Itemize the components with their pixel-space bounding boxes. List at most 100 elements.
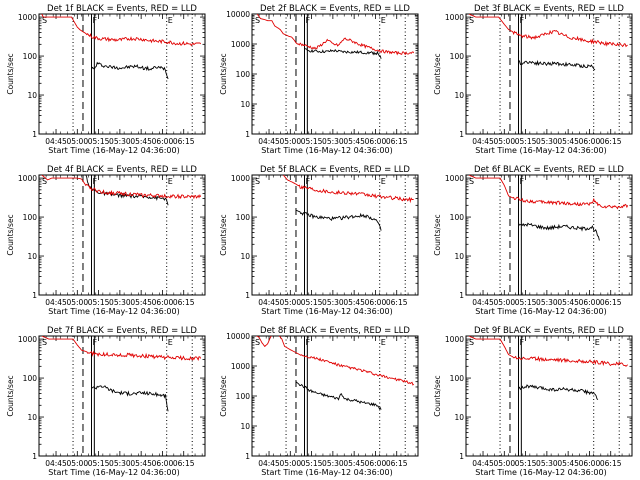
y-tick-label: 10	[27, 252, 37, 261]
plot-frame	[251, 13, 419, 135]
x-tick-label: 05:15	[301, 459, 323, 468]
x-axis-label: Start Time (16-May-12 04:36:00)	[48, 146, 179, 155]
x-axis-label: Start Time (16-May-12 04:36:00)	[475, 307, 606, 316]
series-group	[468, 336, 628, 400]
events-series-line	[304, 47, 382, 59]
plot-frame	[251, 335, 419, 457]
x-tick-label: 05:00	[493, 459, 515, 468]
x-tick-label: 04:45	[45, 137, 67, 146]
detector-panel: Det 7f BLACK = Events, RED = LLD 1 10 100 10…	[6, 326, 206, 477]
panel-title: Det 6f BLACK = Events, RED = LLD	[474, 165, 624, 175]
x-axis-label: Start Time (16-May-12 04:36:00)	[48, 307, 179, 316]
marker-letter: E	[168, 177, 173, 186]
y-tick-label: 100	[236, 392, 251, 401]
x-tick-label: 05:45	[130, 298, 152, 307]
marker-letter: F	[92, 177, 97, 186]
lld-series-line	[41, 336, 202, 362]
x-tick-label: 05:15	[515, 298, 537, 307]
x-tick-label: 06:15	[173, 298, 195, 307]
y-axis-label: Counts/sec	[433, 375, 442, 416]
x-tick-label: 06:00	[152, 298, 174, 307]
x-tick-label: 06:15	[173, 137, 195, 146]
y-axis-label: Counts/sec	[433, 53, 442, 94]
y-axis-label: Counts/sec	[6, 53, 15, 94]
x-tick-label: 05:15	[88, 459, 110, 468]
panel-title: Det 2f BLACK = Events, RED = LLD	[260, 4, 410, 14]
y-tick-label: 1	[32, 452, 37, 461]
x-tick-label: 06:15	[386, 137, 408, 146]
x-tick-label: 05:00	[66, 298, 88, 307]
y-tick-label: 10	[27, 413, 37, 422]
lld-series-line	[468, 175, 629, 210]
x-tick-label: 05:30	[322, 459, 344, 468]
series-group	[256, 14, 415, 59]
events-series-line	[91, 61, 169, 80]
x-tick-label: 04:45	[472, 459, 494, 468]
marker-letter: E	[595, 177, 600, 186]
lld-series-line	[468, 336, 628, 367]
plot-frame	[38, 174, 206, 296]
marker-letter: E	[381, 177, 386, 186]
y-tick-label: 1	[459, 291, 464, 300]
events-series-line	[295, 209, 382, 231]
marker-letter: F	[519, 177, 524, 186]
x-tick-label: 04:45	[45, 298, 67, 307]
plot-frame	[465, 174, 633, 296]
marker-letter: S	[469, 338, 474, 347]
marker-letter: S	[469, 16, 474, 25]
panel-title: Det 8f BLACK = Events, RED = LLD	[260, 326, 410, 336]
detector-panel: Det 3f BLACK = Events, RED = LLD 1 10 100 10…	[433, 4, 633, 155]
x-tick-label: 06:00	[579, 137, 601, 146]
y-tick-label: 1	[245, 452, 250, 461]
y-tick-label: 1	[32, 130, 37, 139]
panel-title: Det 4f BLACK = Events, RED = LLD	[47, 165, 197, 175]
x-tick-label: 05:30	[322, 298, 344, 307]
x-tick-label: 06:00	[365, 459, 387, 468]
detector-panel: Det 2f BLACK = Events, RED = LLD 1 10 100 10…	[219, 4, 419, 155]
x-tick-label: 05:00	[279, 137, 301, 146]
y-tick-label: 10	[454, 413, 464, 422]
x-tick-label: 06:15	[600, 459, 622, 468]
x-tick-label: 05:00	[279, 298, 301, 307]
marker-letter: S	[42, 177, 47, 186]
y-tick-label: 100	[236, 70, 251, 79]
events-series-line	[91, 385, 169, 412]
y-tick-label: 10	[240, 100, 250, 109]
x-tick-label: 04:45	[258, 298, 280, 307]
y-tick-label: 1	[32, 291, 37, 300]
y-tick-label: 1000	[18, 174, 37, 183]
y-tick-label: 10000	[226, 332, 250, 341]
x-axis-label: Start Time (16-May-12 04:36:00)	[261, 468, 392, 477]
lld-series-line	[255, 336, 415, 386]
x-axis-label: Start Time (16-May-12 04:36:00)	[475, 468, 606, 477]
marker-letter: S	[42, 338, 47, 347]
x-tick-label: 04:45	[258, 137, 280, 146]
x-tick-label: 04:45	[472, 137, 494, 146]
x-tick-label: 05:15	[301, 137, 323, 146]
marker-letter: E	[381, 338, 386, 347]
x-tick-label: 06:15	[600, 137, 622, 146]
x-tick-label: 05:30	[109, 137, 131, 146]
x-tick-label: 05:15	[515, 459, 537, 468]
x-axis-label: Start Time (16-May-12 04:36:00)	[261, 307, 392, 316]
y-tick-label: 100	[236, 213, 251, 222]
events-series-line	[518, 222, 600, 241]
x-tick-label: 05:45	[557, 137, 579, 146]
x-tick-label: 06:00	[365, 298, 387, 307]
y-tick-label: 1	[459, 452, 464, 461]
lld-series-line	[468, 14, 628, 48]
y-tick-label: 10	[454, 252, 464, 261]
x-tick-label: 06:00	[365, 137, 387, 146]
x-axis-label: Start Time (16-May-12 04:36:00)	[261, 146, 392, 155]
x-tick-label: 04:45	[258, 459, 280, 468]
y-tick-label: 1000	[445, 13, 464, 22]
y-tick-label: 10	[240, 422, 250, 431]
detector-panel: Det 9f BLACK = Events, RED = LLD 1 10 100 10…	[433, 326, 633, 477]
y-tick-label: 1000	[18, 335, 37, 344]
series-group	[255, 336, 415, 410]
y-tick-label: 10000	[226, 10, 250, 19]
x-tick-label: 05:45	[343, 459, 365, 468]
x-tick-label: 05:45	[557, 459, 579, 468]
y-tick-label: 10	[454, 91, 464, 100]
x-tick-label: 06:00	[152, 137, 174, 146]
